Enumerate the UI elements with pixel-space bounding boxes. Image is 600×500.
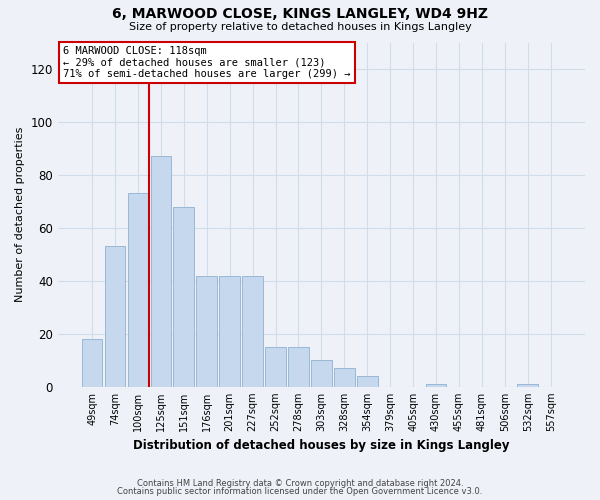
Text: Contains public sector information licensed under the Open Government Licence v3: Contains public sector information licen…	[118, 487, 482, 496]
Text: 6 MARWOOD CLOSE: 118sqm
← 29% of detached houses are smaller (123)
71% of semi-d: 6 MARWOOD CLOSE: 118sqm ← 29% of detache…	[63, 46, 350, 79]
Text: Contains HM Land Registry data © Crown copyright and database right 2024.: Contains HM Land Registry data © Crown c…	[137, 478, 463, 488]
Bar	[242, 276, 263, 387]
Text: 6, MARWOOD CLOSE, KINGS LANGLEY, WD4 9HZ: 6, MARWOOD CLOSE, KINGS LANGLEY, WD4 9HZ	[112, 8, 488, 22]
Bar	[288, 347, 309, 387]
Text: Size of property relative to detached houses in Kings Langley: Size of property relative to detached ho…	[128, 22, 472, 32]
Bar	[311, 360, 332, 387]
Bar	[265, 347, 286, 387]
Bar	[128, 194, 148, 387]
Bar	[357, 376, 377, 387]
Y-axis label: Number of detached properties: Number of detached properties	[15, 127, 25, 302]
Bar	[173, 206, 194, 387]
Bar	[104, 246, 125, 387]
X-axis label: Distribution of detached houses by size in Kings Langley: Distribution of detached houses by size …	[133, 440, 509, 452]
Bar	[517, 384, 538, 387]
Bar	[196, 276, 217, 387]
Bar	[220, 276, 240, 387]
Bar	[426, 384, 446, 387]
Bar	[151, 156, 171, 387]
Bar	[82, 339, 103, 387]
Bar	[334, 368, 355, 387]
